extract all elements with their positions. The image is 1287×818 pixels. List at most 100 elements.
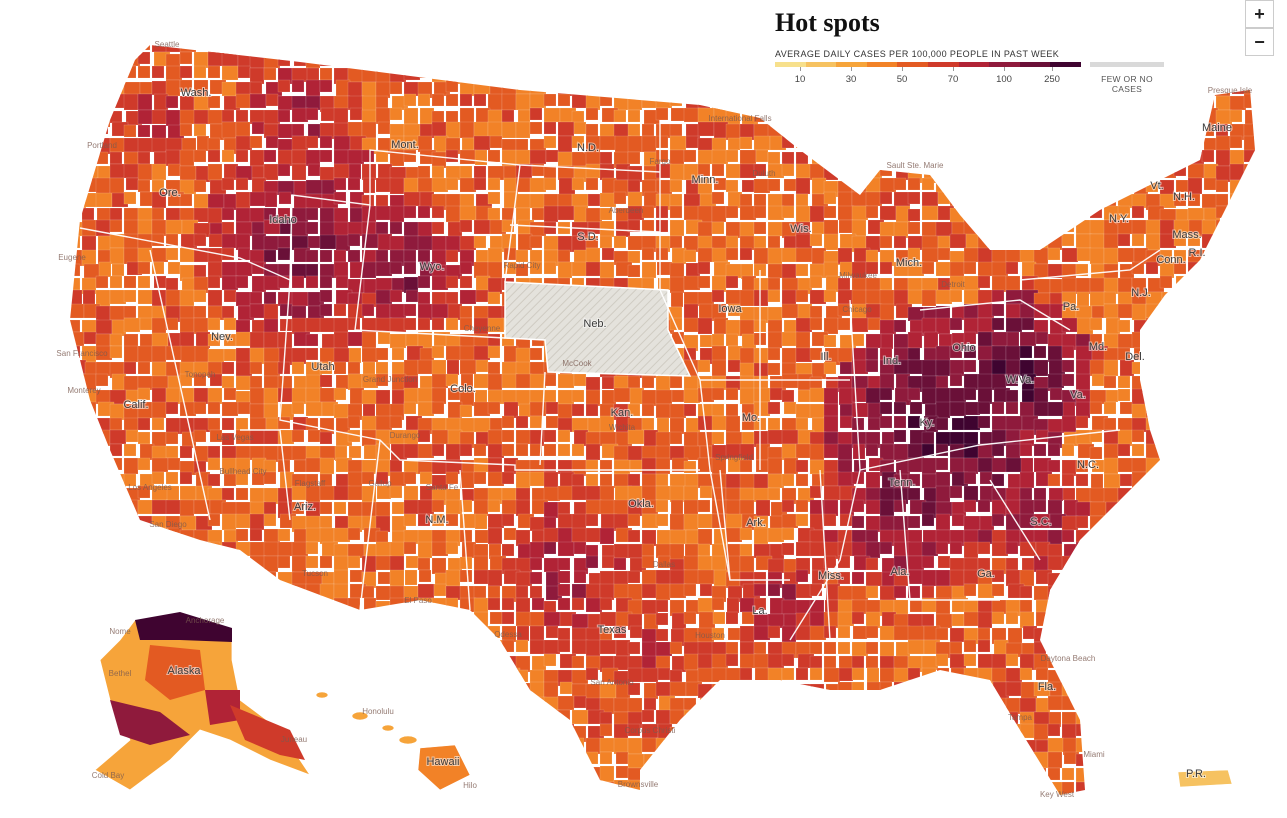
county-cell[interactable] bbox=[879, 261, 893, 275]
county-cell[interactable] bbox=[1245, 639, 1260, 657]
county-cell[interactable] bbox=[529, 639, 547, 655]
county-cell[interactable] bbox=[459, 289, 477, 305]
county-cell[interactable] bbox=[291, 793, 309, 808]
county-cell[interactable] bbox=[137, 124, 151, 138]
county-cell[interactable] bbox=[375, 415, 393, 431]
county-cell[interactable] bbox=[795, 93, 813, 109]
county-cell[interactable] bbox=[1243, 318, 1258, 336]
county-cell[interactable] bbox=[459, 177, 477, 193]
county-cell[interactable] bbox=[683, 709, 699, 727]
county-cell[interactable] bbox=[671, 82, 689, 98]
county-cell[interactable] bbox=[221, 261, 239, 277]
county-cell[interactable] bbox=[809, 93, 827, 109]
county-cell[interactable] bbox=[81, 515, 95, 529]
county-cell[interactable] bbox=[391, 641, 405, 655]
county-cell[interactable] bbox=[921, 681, 935, 695]
county-cell[interactable] bbox=[1245, 555, 1258, 569]
county-cell[interactable] bbox=[333, 249, 347, 263]
county-cell[interactable] bbox=[767, 331, 783, 349]
county-cell[interactable] bbox=[893, 697, 909, 715]
county-cell[interactable] bbox=[991, 191, 1005, 205]
county-cell[interactable] bbox=[251, 597, 269, 613]
county-cell[interactable] bbox=[1061, 723, 1077, 741]
county-cell[interactable] bbox=[823, 135, 837, 149]
county-cell[interactable] bbox=[1229, 263, 1247, 279]
county-cell[interactable] bbox=[179, 597, 193, 611]
county-cell[interactable] bbox=[95, 289, 111, 307]
county-cell[interactable] bbox=[333, 361, 347, 375]
county-cell[interactable] bbox=[389, 485, 403, 499]
county-cell[interactable] bbox=[361, 501, 377, 519]
county-cell[interactable] bbox=[1103, 613, 1119, 631]
county-cell[interactable] bbox=[459, 149, 477, 165]
county-cell[interactable] bbox=[977, 275, 991, 289]
county-cell[interactable] bbox=[319, 725, 337, 741]
county-cell[interactable] bbox=[669, 276, 685, 294]
county-cell[interactable] bbox=[991, 331, 1009, 347]
county-cell[interactable] bbox=[263, 583, 277, 597]
county-cell[interactable] bbox=[809, 541, 827, 557]
county-cell[interactable] bbox=[1243, 93, 1260, 109]
county-cell[interactable] bbox=[1131, 388, 1147, 406]
county-cell[interactable] bbox=[585, 485, 603, 501]
county-cell[interactable] bbox=[1033, 723, 1049, 741]
county-cell[interactable] bbox=[1159, 345, 1177, 361]
county-cell[interactable] bbox=[501, 543, 515, 557]
county-cell[interactable] bbox=[949, 233, 967, 249]
county-cell[interactable] bbox=[837, 641, 851, 655]
county-cell[interactable] bbox=[405, 555, 419, 569]
county-cell[interactable] bbox=[655, 163, 673, 179]
county-cell[interactable] bbox=[1175, 569, 1191, 587]
county-cell[interactable] bbox=[1033, 191, 1051, 207]
county-cell[interactable] bbox=[739, 793, 757, 808]
county-cell[interactable] bbox=[711, 431, 725, 445]
county-cell[interactable] bbox=[179, 289, 195, 307]
county-cell[interactable] bbox=[755, 79, 769, 93]
county-cell[interactable] bbox=[1132, 796, 1144, 808]
county-cell[interactable] bbox=[1201, 65, 1215, 79]
county-cell[interactable] bbox=[1117, 107, 1135, 123]
county-cell[interactable] bbox=[193, 289, 207, 303]
county-cell[interactable] bbox=[879, 499, 895, 517]
county-cell[interactable] bbox=[599, 737, 617, 753]
county-cell[interactable] bbox=[1077, 585, 1095, 601]
county-cell[interactable] bbox=[907, 359, 925, 375]
county-cell[interactable] bbox=[935, 221, 953, 237]
county-cell[interactable] bbox=[865, 499, 883, 515]
county-cell[interactable] bbox=[403, 779, 417, 793]
county-cell[interactable] bbox=[949, 765, 965, 783]
county-cell[interactable] bbox=[571, 737, 585, 751]
county-cell[interactable] bbox=[445, 373, 459, 387]
county-cell[interactable] bbox=[977, 303, 995, 319]
county-cell[interactable] bbox=[1103, 375, 1117, 389]
county-cell[interactable] bbox=[1131, 123, 1145, 137]
county-cell[interactable] bbox=[1103, 163, 1117, 177]
county-cell[interactable] bbox=[571, 93, 589, 109]
county-cell[interactable] bbox=[249, 571, 265, 589]
county-cell[interactable] bbox=[963, 317, 979, 335]
county-cell[interactable] bbox=[1159, 137, 1175, 155]
county-cell[interactable] bbox=[573, 541, 587, 555]
county-cell[interactable] bbox=[557, 53, 571, 67]
county-cell[interactable] bbox=[1007, 627, 1023, 645]
county-cell[interactable] bbox=[669, 135, 687, 151]
county-cell[interactable] bbox=[1243, 149, 1256, 163]
county-cell[interactable] bbox=[459, 261, 473, 275]
county-cell[interactable] bbox=[487, 277, 503, 295]
county-cell[interactable] bbox=[893, 235, 907, 249]
county-cell[interactable] bbox=[263, 555, 279, 573]
county-cell[interactable] bbox=[207, 751, 221, 765]
county-cell[interactable] bbox=[879, 289, 895, 307]
county-cell[interactable] bbox=[1189, 667, 1203, 681]
county-cell[interactable] bbox=[683, 107, 701, 123]
county-cell[interactable] bbox=[1131, 38, 1149, 53]
county-cell[interactable] bbox=[683, 751, 699, 769]
county-cell[interactable] bbox=[305, 179, 323, 195]
county-cell[interactable] bbox=[1187, 429, 1203, 447]
county-cell[interactable] bbox=[221, 233, 239, 249]
county-cell[interactable] bbox=[501, 513, 515, 527]
county-cell[interactable] bbox=[921, 135, 939, 151]
county-cell[interactable] bbox=[1189, 401, 1203, 415]
county-cell[interactable] bbox=[781, 725, 797, 743]
county-cell[interactable] bbox=[641, 93, 659, 109]
